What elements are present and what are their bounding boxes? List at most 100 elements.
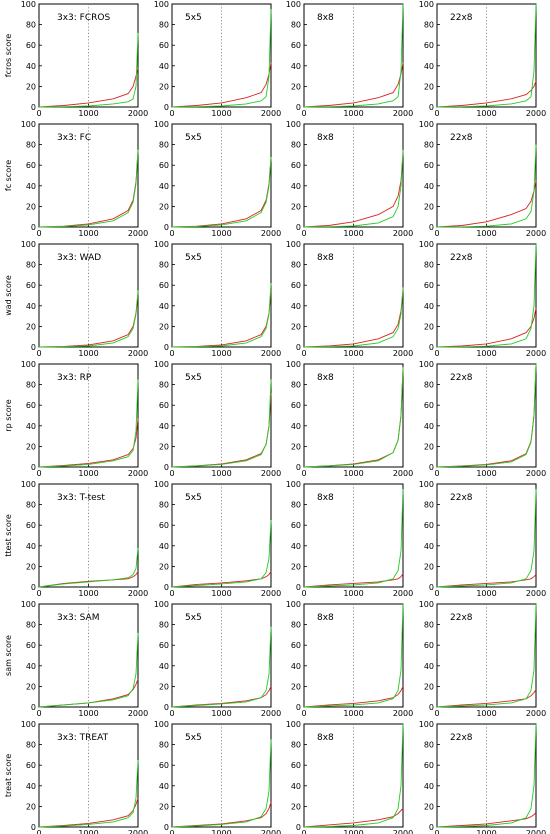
panel-title: 8x8 [317, 613, 334, 623]
x-tick-label: 0 [434, 709, 439, 718]
y-tick-label: 60 [159, 641, 169, 650]
y-tick-label: 80 [159, 381, 169, 390]
x-tick-label: 0 [301, 709, 306, 718]
y-tick-label: 60 [26, 521, 36, 530]
y-tick-label: 40 [424, 542, 434, 551]
x-tick-label: 0 [169, 709, 174, 718]
y-tick-label: 80 [159, 501, 169, 510]
x-tick-label: 1000 [476, 469, 496, 478]
x-tick-label: 2000 [393, 589, 413, 598]
y-tick-label: 60 [159, 521, 169, 530]
x-tick-label: 2000 [128, 109, 148, 118]
x-tick-label: 2000 [526, 469, 546, 478]
x-tick-label: 0 [434, 829, 439, 834]
y-tick-label: 0 [164, 463, 169, 472]
y-tick-label: 40 [159, 182, 169, 191]
y-tick-label: 40 [424, 62, 434, 71]
series-line-green [303, 367, 404, 468]
y-tick-label: 100 [286, 480, 301, 489]
x-tick-label: 2000 [261, 109, 281, 118]
y-tick-label: 20 [291, 442, 301, 451]
panel-title: 5x5 [185, 493, 202, 503]
y-tick-label: 60 [159, 161, 169, 170]
x-tick-label: 0 [301, 589, 306, 598]
x-tick-label: 0 [36, 589, 41, 598]
x-tick-label: 0 [36, 229, 41, 238]
y-axis-label: ttest score [4, 514, 13, 557]
y-tick-label: 20 [26, 802, 36, 811]
series-line-green [436, 489, 537, 588]
panel-title: 8x8 [317, 493, 334, 503]
series-line-red [171, 62, 272, 108]
y-tick-label: 80 [424, 621, 434, 630]
y-tick-label: 40 [291, 542, 301, 551]
panel-title: 5x5 [185, 613, 202, 623]
panel-title: 3x3: T-test [57, 493, 105, 503]
series-line-green [303, 489, 404, 588]
y-tick-label: 0 [164, 823, 169, 832]
x-tick-label: 0 [301, 109, 306, 118]
series-line-green [303, 287, 404, 348]
y-tick-label: 100 [154, 0, 169, 9]
series-line-red [436, 81, 537, 108]
y-tick-label: 100 [21, 480, 36, 489]
y-tick-label: 100 [286, 120, 301, 129]
y-tick-label: 20 [291, 802, 301, 811]
y-tick-label: 0 [296, 823, 301, 832]
x-tick-label: 1000 [78, 709, 98, 718]
y-tick-label: 100 [21, 720, 36, 729]
x-tick-label: 0 [169, 469, 174, 478]
y-tick-label: 80 [159, 741, 169, 750]
series-line-green [303, 603, 404, 708]
y-tick-label: 60 [26, 641, 36, 650]
series-line-red [171, 571, 272, 588]
y-tick-label: 0 [164, 103, 169, 112]
panel-title: 5x5 [185, 133, 202, 143]
y-tick-label: 80 [291, 621, 301, 630]
y-tick-label: 20 [291, 562, 301, 571]
series-line-green [38, 632, 139, 708]
panel-title: 8x8 [317, 253, 334, 263]
y-tick-label: 40 [26, 542, 36, 551]
panel-title: 3x3: TREAT [57, 733, 109, 743]
series-line-green [171, 379, 272, 468]
x-tick-label: 0 [169, 109, 174, 118]
y-tick-label: 80 [159, 21, 169, 30]
y-tick-label: 80 [291, 741, 301, 750]
x-tick-label: 1000 [78, 829, 98, 834]
y-tick-label: 0 [296, 103, 301, 112]
x-tick-label: 0 [301, 829, 306, 834]
x-tick-label: 2000 [128, 229, 148, 238]
y-tick-label: 0 [31, 223, 36, 232]
y-tick-label: 20 [26, 202, 36, 211]
x-tick-label: 1000 [211, 229, 231, 238]
y-tick-label: 80 [424, 381, 434, 390]
x-tick-label: 2000 [526, 229, 546, 238]
series-line-green [436, 144, 537, 228]
panel-title: 22x8 [450, 493, 473, 503]
panel-title: 3x3: RP [57, 373, 92, 383]
y-tick-label: 60 [291, 521, 301, 530]
y-tick-label: 40 [424, 182, 434, 191]
y-tick-label: 40 [26, 782, 36, 791]
series-line-red [38, 571, 139, 588]
y-tick-label: 0 [429, 823, 434, 832]
y-tick-label: 40 [424, 782, 434, 791]
x-tick-label: 2000 [393, 349, 413, 358]
y-tick-label: 40 [26, 302, 36, 311]
series-line-red [38, 67, 139, 108]
y-tick-label: 20 [159, 442, 169, 451]
y-tick-label: 80 [159, 141, 169, 150]
panel-title: 8x8 [317, 133, 334, 143]
y-tick-label: 60 [291, 161, 301, 170]
x-tick-label: 1000 [78, 469, 98, 478]
y-tick-label: 80 [26, 141, 36, 150]
y-tick-label: 0 [164, 583, 169, 592]
y-tick-label: 0 [31, 103, 36, 112]
y-tick-label: 20 [291, 202, 301, 211]
y-tick-label: 20 [159, 802, 169, 811]
panel-title: 8x8 [317, 373, 334, 383]
